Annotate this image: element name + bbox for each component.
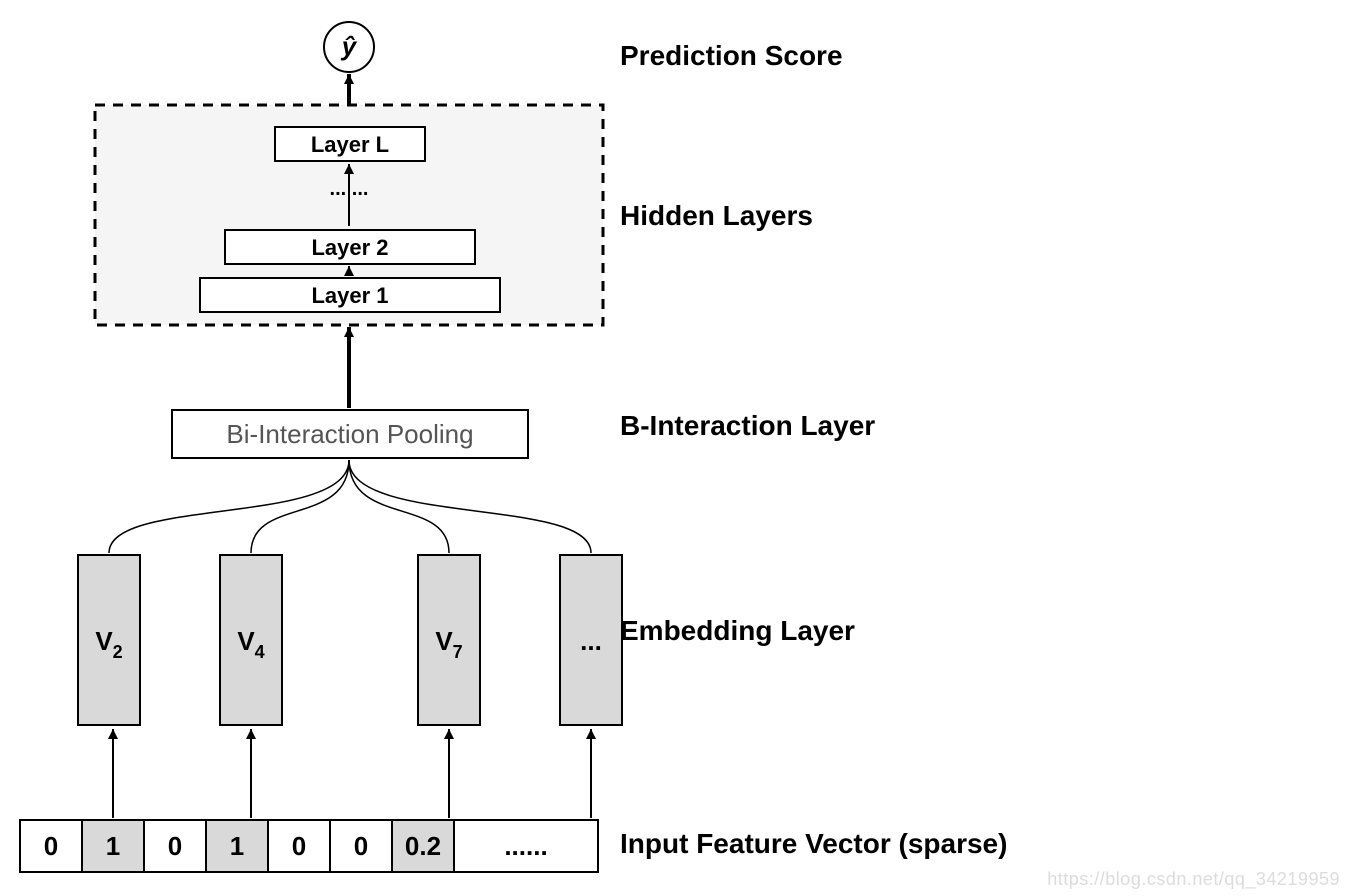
hidden-layers-label: Hidden Layers [620, 200, 813, 231]
input-cell-value: 0 [168, 831, 182, 861]
bi-interaction-label: Bi-Interaction Pooling [226, 419, 473, 449]
output-node-label: ŷ [340, 31, 358, 61]
input-cell-value: 1 [106, 831, 120, 861]
b-interaction-label: B-Interaction Layer [620, 410, 875, 441]
prediction-score-label: Prediction Score [620, 40, 843, 71]
input-vector-label: Input Feature Vector (sparse) [620, 828, 1007, 859]
hidden-layer-label: Layer 2 [311, 235, 388, 260]
curve-connector [349, 460, 591, 553]
input-cell-value: 0 [44, 831, 58, 861]
hidden-layer-label: Layer L [311, 132, 389, 157]
input-cell-value: 1 [230, 831, 244, 861]
curve-connector [251, 460, 349, 553]
embedding-label: Embedding Layer [620, 615, 855, 646]
hidden-layer-label: Layer 1 [311, 283, 388, 308]
curve-connector [349, 460, 449, 553]
input-cell-value: 0.2 [405, 831, 441, 861]
watermark-text: https://blog.csdn.net/qq_34219959 [1047, 869, 1340, 890]
input-cell-value: 0 [354, 831, 368, 861]
input-cell-value: 0 [292, 831, 306, 861]
input-cell-value: ...... [504, 831, 547, 861]
embedding-label: ... [580, 626, 602, 656]
